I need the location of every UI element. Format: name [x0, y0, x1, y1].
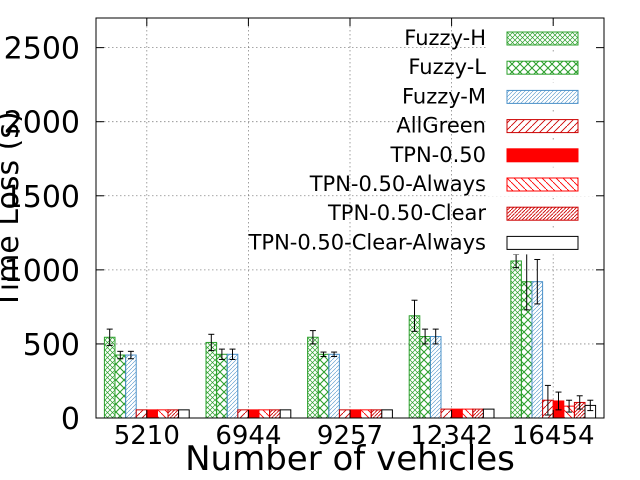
bar — [349, 409, 362, 419]
bar — [146, 409, 158, 419]
y-tick-label: 2500 — [4, 32, 80, 67]
legend-swatch — [506, 148, 579, 163]
series-Fuzzy-L — [114, 253, 533, 419]
x-axis-label: Number of vehicles — [185, 439, 515, 479]
bar — [317, 353, 330, 419]
bar — [472, 408, 484, 419]
bar — [156, 409, 169, 419]
legend-label: Fuzzy-L — [408, 55, 486, 79]
legend-swatch — [506, 89, 579, 104]
bar — [167, 409, 180, 419]
legend-label: AllGreen — [396, 114, 486, 138]
bar — [216, 353, 228, 419]
series-TPN-0.50-Clear — [167, 395, 586, 419]
bar — [114, 354, 127, 419]
x-tick-label: 9257 — [317, 421, 383, 451]
bar — [338, 409, 351, 419]
y-axis-ticks: 0 500 1000 1500 2000 2500 — [4, 32, 604, 437]
legend-swatch — [506, 31, 579, 46]
bar — [360, 409, 372, 419]
series-Fuzzy-M — [125, 258, 544, 419]
legend-swatch — [506, 177, 579, 192]
bar — [429, 336, 442, 419]
bar — [226, 353, 239, 419]
x-axis-ticks: 5210 6944 9257 12342 16454 — [114, 18, 595, 451]
bar — [510, 260, 522, 419]
y-tick-label: 1000 — [4, 254, 80, 289]
x-tick-label: 16454 — [512, 421, 595, 451]
y-tick-label: 1500 — [4, 180, 80, 215]
x-tick-label: 6944 — [215, 421, 281, 451]
bar — [440, 408, 453, 419]
bar — [307, 336, 319, 419]
legend-swatch — [506, 119, 579, 134]
bar — [237, 409, 249, 419]
legend-swatch — [506, 206, 579, 221]
bar — [451, 408, 463, 419]
bar — [269, 409, 281, 419]
y-tick-label: 2000 — [4, 106, 80, 141]
y-tick-label: 0 — [61, 402, 80, 437]
bar — [125, 354, 137, 419]
y-tick-label: 500 — [23, 328, 80, 363]
bar — [205, 341, 218, 419]
legend-swatch — [506, 60, 579, 75]
bar — [328, 353, 340, 419]
x-tick-label: 5210 — [114, 421, 180, 451]
bar — [103, 336, 116, 419]
x-tick-label: 12342 — [410, 421, 493, 451]
bar — [419, 336, 431, 419]
bar — [482, 408, 495, 419]
legend-label: Fuzzy-H — [404, 26, 486, 50]
bar — [258, 409, 271, 419]
bar — [370, 409, 383, 419]
legend-label: Fuzzy-M — [402, 84, 486, 108]
legend-label: TPN-0.50-Clear — [327, 201, 486, 225]
bar — [247, 409, 260, 419]
y-axis-label: Time Loss (s) — [0, 111, 26, 309]
bar — [178, 409, 190, 419]
legend-label: TPN-0.50 — [389, 143, 486, 167]
legend-swatch — [506, 235, 579, 250]
legend-label: TPN-0.50-Always — [309, 172, 486, 196]
bar — [461, 408, 474, 419]
bar — [381, 409, 393, 419]
bar — [279, 409, 292, 419]
legend: Fuzzy-H Fuzzy-L Fuzzy-M AllGreen TPN-0.50 TPN… — [248, 24, 620, 255]
series-Fuzzy-H — [103, 253, 522, 419]
legend-label: TPN-0.50-Clear-Always — [248, 230, 486, 254]
bar — [135, 409, 148, 419]
